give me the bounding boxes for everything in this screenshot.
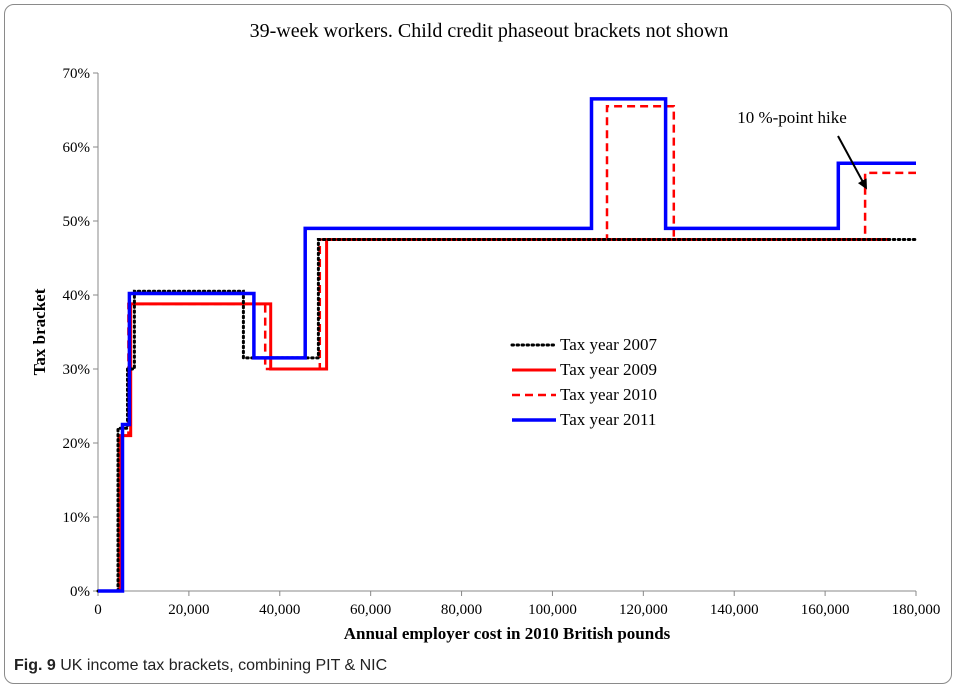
legend: Tax year 2007 Tax year 2009 Tax year 2010 T… xyxy=(510,335,657,429)
y-tick-label: 0% xyxy=(70,584,90,600)
x-tick-label: 180,000 xyxy=(892,602,941,618)
y-tick-label: 40% xyxy=(63,288,91,304)
x-tick-label: 100,000 xyxy=(528,602,577,618)
series-line-tax-year-2007 xyxy=(96,238,918,593)
series-line-tax-year-2011 xyxy=(98,97,916,593)
x-tick-label: 140,000 xyxy=(710,602,759,618)
x-tick-label: 40,000 xyxy=(259,602,300,618)
legend-label: Tax year 2007 xyxy=(560,335,657,354)
series-line-tax-year-2010 xyxy=(98,105,916,593)
y-tick-label: 50% xyxy=(63,214,91,230)
series-layer xyxy=(96,97,918,593)
legend-label: Tax year 2009 xyxy=(560,360,657,379)
legend-label: Tax year 2011 xyxy=(560,410,656,429)
legend-label: Tax year 2010 xyxy=(560,385,657,404)
x-axis-label: Annual employer cost in 2010 British pou… xyxy=(344,624,671,643)
x-tick-label: 120,000 xyxy=(619,602,668,618)
caption-text: UK income tax brackets, combining PIT & … xyxy=(60,657,388,674)
y-tick-label: 20% xyxy=(63,436,91,452)
x-tick-label: 60,000 xyxy=(350,602,391,618)
chart-title: 39-week workers. Child credit phaseout b… xyxy=(250,20,729,42)
caption-label: Fig. 9 xyxy=(14,657,56,674)
annotation-arrow xyxy=(837,135,867,190)
y-axis-label: Tax bracket xyxy=(30,288,49,375)
figure-frame xyxy=(4,4,952,684)
x-tick-label: 80,000 xyxy=(441,602,482,618)
annotation-label: 10 %-point hike xyxy=(737,108,847,127)
y-tick-label: 70% xyxy=(63,66,91,82)
figure-caption: Fig. 9 UK income tax brackets, combining… xyxy=(14,657,387,675)
y-tick-label: 10% xyxy=(63,510,91,526)
y-tick-label: 30% xyxy=(63,362,91,378)
annotation-layer: 10 %-point hike xyxy=(737,108,867,190)
x-tick-label: 160,000 xyxy=(801,602,850,618)
x-tick-label: 0 xyxy=(94,602,102,618)
y-tick-label: 60% xyxy=(63,140,91,156)
chart-axes: 0% 10% 20% 30% 40% 50% 60% 70% 0 20,000 40,000 60,0… xyxy=(63,66,941,618)
x-tick-label: 20,000 xyxy=(168,602,209,618)
